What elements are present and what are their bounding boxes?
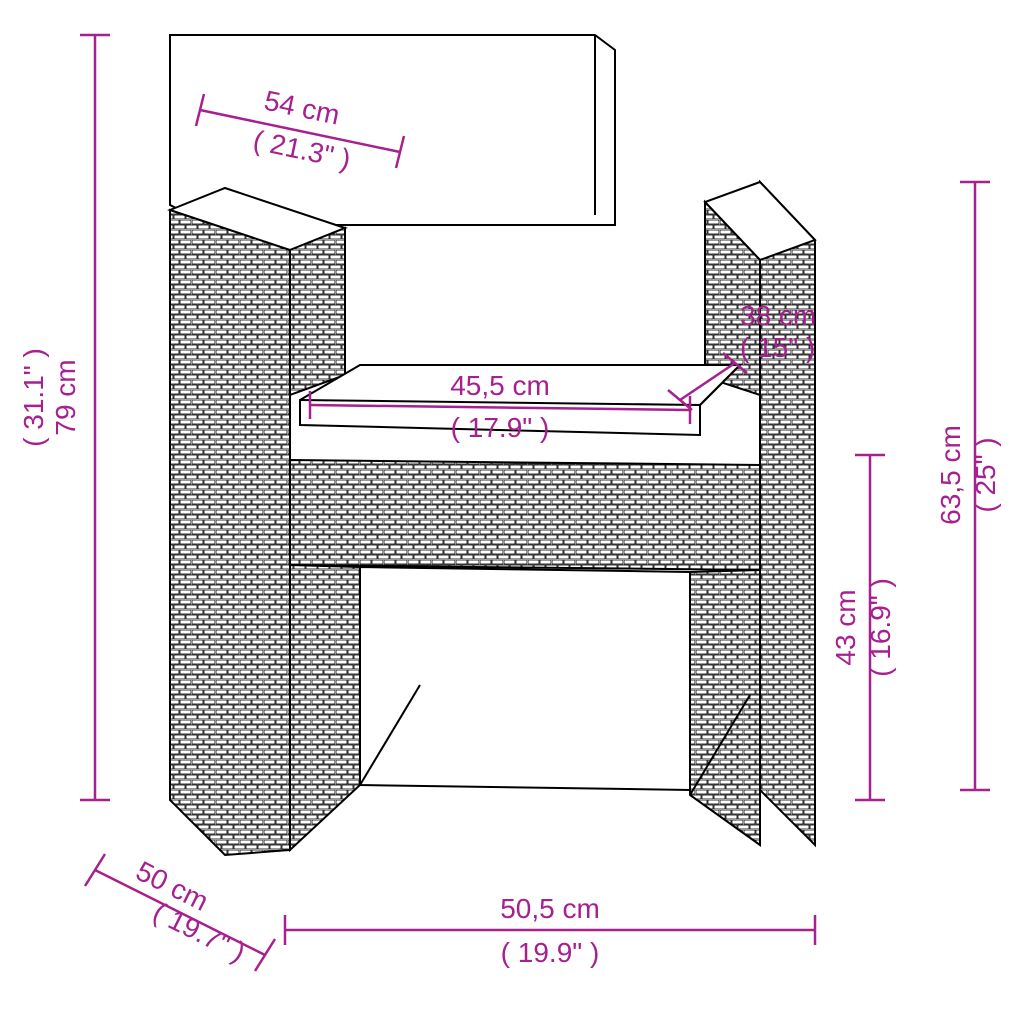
chair-dimension-diagram: 79 cm( 31.1" ) 63,5 cm( 25" ) 43 cm( 16.9"…: [0, 0, 1024, 1024]
dim-front-width-in: ( 19.9" ): [501, 937, 600, 968]
dim-total-height-in: ( 31.1" ): [18, 348, 49, 447]
dim-total-height-cm: 79 cm: [50, 359, 81, 435]
dim-arm-height-cm: 63,5 cm: [935, 425, 966, 525]
dim-seat-height-cm: 43 cm: [830, 589, 861, 665]
dim-seat-depth-cm: 38 cm: [740, 300, 816, 331]
left-arm-panel: [170, 210, 290, 855]
dim-seat-height-in: ( 16.9" ): [865, 578, 896, 677]
front-apron: [290, 460, 760, 570]
dim-seat-width-in: ( 17.9" ): [451, 412, 550, 443]
dim-front-width-cm: 50,5 cm: [500, 893, 600, 924]
dim-seat-width-cm: 45,5 cm: [450, 370, 550, 401]
leg-opening: [360, 567, 690, 790]
dim-seat-depth-in: ( 15" ): [740, 332, 815, 363]
dim-arm-height-in: ( 25" ): [970, 437, 1001, 512]
